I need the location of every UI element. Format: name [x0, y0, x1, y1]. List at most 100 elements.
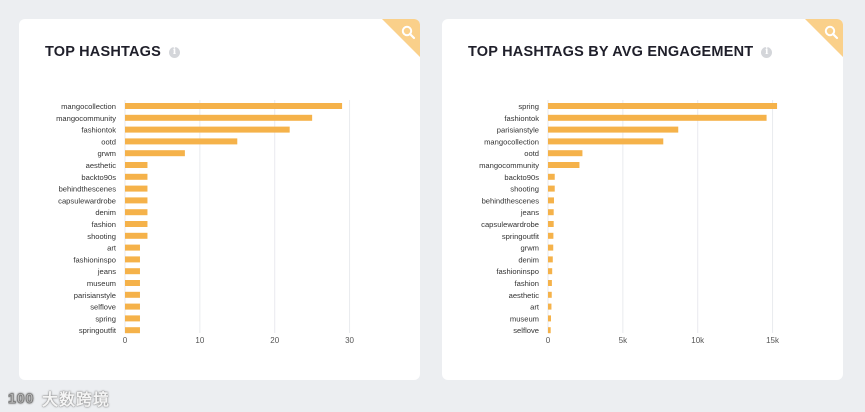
- top-hashtags-chart: 0 10 20 30 mangocollection mangocommunity fash…: [56, 100, 355, 345]
- bar: [548, 138, 664, 145]
- bar: [125, 244, 140, 251]
- top-hashtags-engagement-card: TOP HASHTAGS BY AVG ENGAGEMENT i 0 5k 10k 1…: [442, 19, 843, 380]
- category-label: parisianstyle: [497, 126, 539, 135]
- bar: [548, 280, 552, 286]
- bar: [125, 315, 140, 322]
- category-label: behindthescenes: [59, 185, 117, 194]
- category-label: aesthetic: [509, 291, 540, 300]
- bar: [125, 291, 140, 298]
- bar: [548, 244, 554, 251]
- category-label: springoutfit: [502, 232, 540, 241]
- bar: [125, 197, 148, 204]
- bar: [548, 256, 553, 263]
- category-label: art: [107, 244, 117, 253]
- bar: [125, 327, 140, 334]
- x-tick-label: 0: [546, 336, 551, 345]
- x-tick-label: 30: [345, 336, 354, 345]
- bar: [125, 138, 238, 145]
- bar: [548, 315, 551, 322]
- category-label: shooting: [510, 185, 539, 194]
- chart-title: TOP HASHTAGS: [45, 44, 161, 60]
- x-tick-label: 10: [195, 336, 204, 345]
- bar: [125, 103, 343, 109]
- category-label: backto90s: [504, 173, 539, 182]
- bar: [548, 268, 553, 275]
- category-label: capsulewardrobe: [481, 220, 539, 229]
- category-label: fashion: [515, 279, 540, 288]
- category-label: mangocollection: [484, 137, 539, 146]
- category-label: mangocommunity: [56, 114, 116, 123]
- search-icon[interactable]: [805, 19, 843, 57]
- bar: [125, 150, 185, 157]
- bar: [548, 303, 552, 310]
- category-label: ootd: [101, 137, 116, 146]
- category-label: mangocollection: [61, 102, 116, 111]
- bar: [125, 126, 290, 133]
- category-label: fashioninspo: [73, 255, 116, 264]
- category-label: selflove: [90, 303, 116, 312]
- bar: [548, 114, 767, 121]
- category-label: museum: [87, 279, 116, 288]
- category-label: spring: [518, 102, 539, 111]
- bar: [125, 173, 148, 180]
- bar: [548, 126, 679, 133]
- bar: [548, 327, 551, 334]
- category-label: aesthetic: [86, 161, 117, 170]
- bar: [548, 103, 778, 109]
- category-label: springoutfit: [79, 326, 117, 335]
- chart-title: TOP HASHTAGS BY AVG ENGAGEMENT: [468, 44, 754, 60]
- category-label: selflove: [513, 326, 539, 335]
- x-tick-label: 20: [270, 336, 279, 345]
- bar: [125, 280, 140, 286]
- bar: [548, 173, 555, 180]
- info-icon[interactable]: i: [761, 46, 773, 58]
- bar: [548, 162, 580, 168]
- bar: [125, 114, 313, 121]
- category-label: ootd: [524, 149, 539, 158]
- bar: [548, 291, 552, 298]
- category-label: art: [530, 303, 540, 312]
- bar: [548, 185, 555, 192]
- category-label: shooting: [87, 232, 116, 241]
- x-tick-label: 10k: [691, 336, 705, 345]
- x-tick-label: 0: [123, 336, 128, 345]
- top-hashtags-engagement-chart: 0 5k 10k 15k spring fashiontok parisianstyle ma…: [479, 100, 780, 345]
- info-icon[interactable]: i: [169, 46, 180, 58]
- category-label: fashioninspo: [496, 267, 539, 276]
- category-label: denim: [518, 255, 539, 264]
- category-label: fashiontok: [81, 126, 116, 135]
- bar: [125, 209, 148, 216]
- bar: [548, 221, 554, 227]
- bar: [548, 197, 554, 204]
- bar: [125, 256, 140, 263]
- bar: [548, 232, 554, 239]
- bar: [125, 221, 148, 227]
- bar: [125, 185, 148, 192]
- category-label: backto90s: [81, 173, 116, 182]
- bar: [125, 303, 140, 310]
- bar: [548, 209, 554, 216]
- svg-text:100: 100: [8, 390, 34, 406]
- category-label: capsulewardrobe: [58, 196, 116, 205]
- top-hashtags-card: TOP HASHTAGS i 0 10 20 30 mangocollection man…: [19, 19, 420, 380]
- category-label: jeans: [520, 208, 539, 217]
- watermark-text: 大数跨境: [42, 392, 111, 409]
- search-icon[interactable]: [382, 19, 420, 57]
- category-label: museum: [510, 314, 539, 323]
- category-label: mangocommunity: [479, 161, 539, 170]
- category-label: fashion: [92, 220, 117, 229]
- category-label: spring: [95, 314, 116, 323]
- bar: [125, 232, 148, 239]
- category-label: grwm: [520, 244, 539, 253]
- x-tick-label: 15k: [766, 336, 780, 345]
- category-label: fashiontok: [504, 114, 539, 123]
- x-tick-label: 5k: [619, 336, 628, 345]
- category-label: denim: [95, 208, 116, 217]
- watermark: 100 大数跨境: [8, 386, 110, 410]
- bar: [548, 150, 583, 157]
- category-label: jeans: [97, 267, 116, 276]
- bar: [125, 162, 148, 168]
- category-label: parisianstyle: [74, 291, 116, 300]
- category-label: behindthescenes: [482, 196, 540, 205]
- category-label: grwm: [97, 149, 116, 158]
